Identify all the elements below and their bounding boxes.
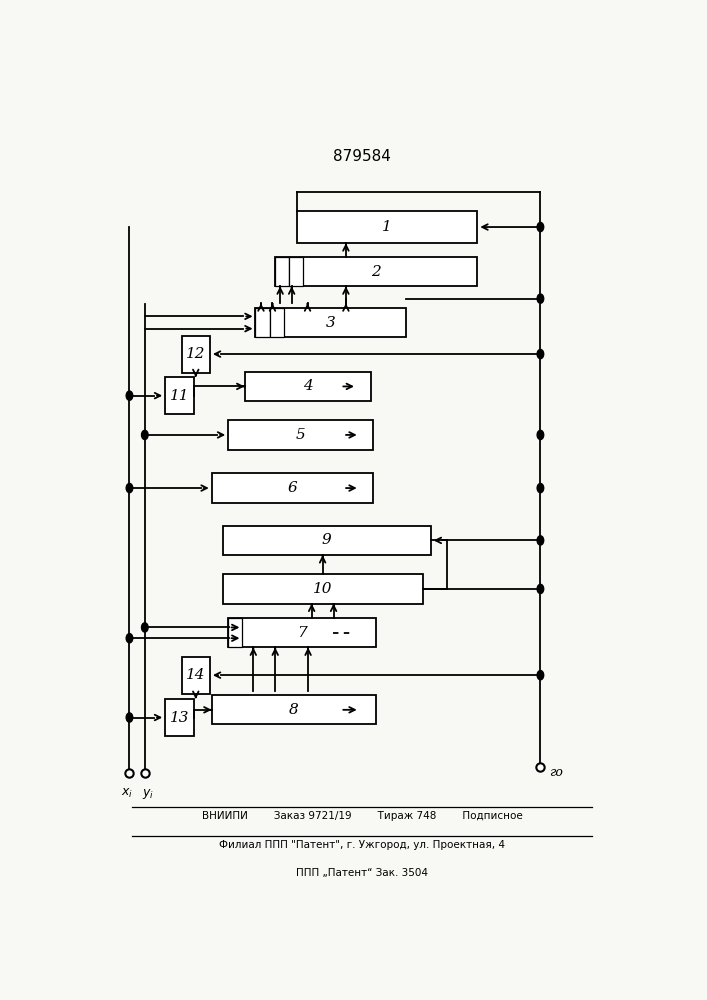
Text: 7: 7 [297, 626, 307, 640]
Circle shape [126, 483, 133, 493]
FancyBboxPatch shape [297, 211, 477, 243]
FancyBboxPatch shape [275, 257, 289, 286]
FancyBboxPatch shape [275, 257, 477, 286]
FancyBboxPatch shape [289, 257, 303, 286]
Text: $y_i$: $y_i$ [141, 787, 153, 801]
FancyBboxPatch shape [255, 308, 270, 337]
Text: ППП „Патент“ Зак. 3504: ППП „Патент“ Зак. 3504 [296, 868, 428, 878]
Circle shape [537, 430, 544, 440]
Text: 6: 6 [288, 481, 298, 495]
Circle shape [537, 584, 544, 594]
FancyBboxPatch shape [211, 695, 376, 724]
FancyBboxPatch shape [211, 473, 373, 503]
Text: 9: 9 [322, 533, 332, 547]
FancyBboxPatch shape [223, 574, 423, 604]
Circle shape [126, 713, 133, 722]
Text: ВНИИПИ        Заказ 9721/19        Тираж 748        Подписное: ВНИИПИ Заказ 9721/19 Тираж 748 Подписное [202, 811, 522, 821]
Circle shape [537, 222, 544, 232]
FancyBboxPatch shape [165, 699, 194, 736]
Text: 4: 4 [303, 379, 312, 393]
Text: 2: 2 [371, 265, 381, 279]
FancyBboxPatch shape [228, 618, 376, 647]
Text: 3: 3 [326, 316, 336, 330]
FancyBboxPatch shape [255, 308, 407, 337]
FancyBboxPatch shape [182, 657, 210, 694]
Text: 1: 1 [382, 220, 392, 234]
FancyBboxPatch shape [228, 618, 243, 647]
Text: 5: 5 [296, 428, 305, 442]
Circle shape [537, 536, 544, 545]
FancyBboxPatch shape [165, 377, 194, 414]
FancyBboxPatch shape [245, 372, 370, 401]
FancyBboxPatch shape [228, 420, 373, 450]
Circle shape [126, 634, 133, 643]
Text: 10: 10 [313, 582, 332, 596]
Text: го: го [549, 766, 563, 779]
Text: 12: 12 [186, 347, 206, 361]
FancyBboxPatch shape [182, 336, 210, 373]
Circle shape [141, 430, 148, 440]
Text: 13: 13 [170, 711, 189, 725]
FancyBboxPatch shape [223, 526, 431, 555]
Circle shape [141, 623, 148, 632]
Circle shape [537, 483, 544, 493]
Text: 8: 8 [289, 703, 299, 717]
Circle shape [126, 391, 133, 400]
Circle shape [537, 294, 544, 303]
FancyBboxPatch shape [270, 308, 284, 337]
Text: 879584: 879584 [334, 149, 391, 164]
Text: $x_i$: $x_i$ [121, 787, 133, 800]
Text: Филиал ППП "Патент", г. Ужгород, ул. Проектная, 4: Филиал ППП "Патент", г. Ужгород, ул. Про… [219, 840, 506, 850]
Circle shape [537, 671, 544, 680]
Text: 14: 14 [186, 668, 206, 682]
Circle shape [537, 349, 544, 359]
Text: 11: 11 [170, 389, 189, 403]
